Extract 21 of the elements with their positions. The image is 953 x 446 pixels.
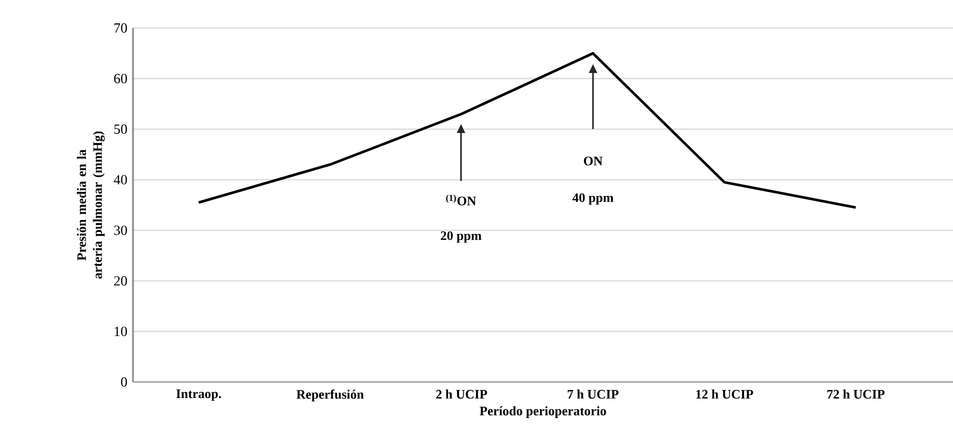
y-axis-title: Presión media en la arteria pulmonar (mmHg) bbox=[76, 131, 105, 279]
y-tick-label: 20 bbox=[114, 276, 127, 286]
annotation: $^{(1)}$ON bbox=[446, 194, 476, 206]
annotation: ON bbox=[584, 156, 603, 166]
y-tick-label: 60 bbox=[114, 74, 127, 84]
x-tick-label: 2 h UCIP bbox=[436, 390, 488, 399]
annotation: 20 ppm bbox=[440, 231, 482, 243]
y-tick-label: 70 bbox=[114, 23, 127, 33]
y-tick-label: 10 bbox=[114, 326, 127, 336]
y-tick-label: 0 bbox=[121, 377, 127, 387]
annotation: 40 ppm bbox=[572, 193, 614, 205]
y-tick-label: 40 bbox=[114, 175, 127, 184]
x-tick-label: 12 h UCIP bbox=[696, 390, 754, 399]
x-tick-label: 72 h UCIP bbox=[827, 390, 885, 399]
y-tick-label: 50 bbox=[114, 124, 127, 134]
line-series bbox=[197, 52, 858, 209]
x-tick-label: Reperfusión bbox=[296, 390, 364, 402]
x-tick-label: Intraop. bbox=[176, 390, 221, 401]
y-tick-label: 30 bbox=[114, 226, 127, 235]
x-axis-title: Período perioperatorio bbox=[480, 406, 606, 418]
x-tick-label: 7 h UCIP bbox=[568, 390, 618, 399]
